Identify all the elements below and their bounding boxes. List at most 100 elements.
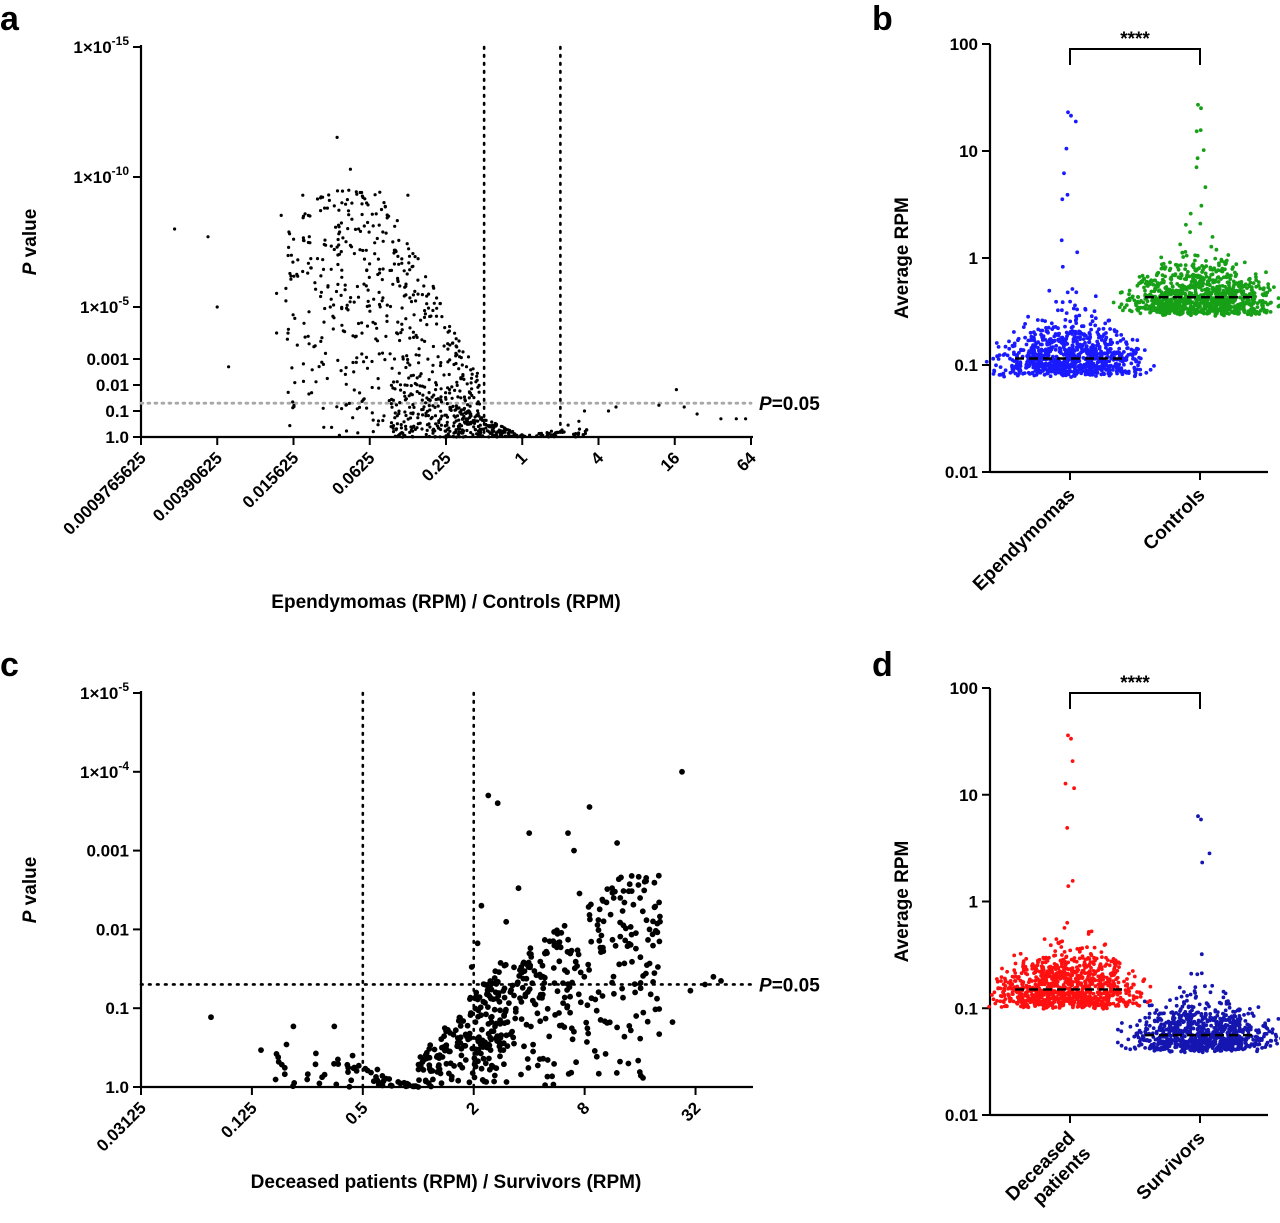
data-point xyxy=(397,238,401,242)
data-point xyxy=(1209,244,1214,249)
data-point xyxy=(482,1039,488,1046)
x-axis-label: Ependymomas (RPM) / Controls (RPM) xyxy=(271,592,620,613)
data-point xyxy=(347,188,351,192)
data-point xyxy=(1087,979,1092,984)
data-point xyxy=(630,901,637,908)
data-point xyxy=(377,352,381,356)
data-point xyxy=(565,936,571,943)
data-point xyxy=(340,407,344,411)
data-point xyxy=(1168,998,1172,1002)
data-point xyxy=(1095,370,1100,375)
data-point xyxy=(1079,350,1084,355)
data-point xyxy=(436,426,440,430)
data-point xyxy=(419,372,423,376)
data-point xyxy=(366,288,370,292)
data-point xyxy=(1023,335,1027,340)
data-point xyxy=(1073,119,1078,124)
data-point xyxy=(1075,341,1080,346)
data-point xyxy=(572,432,576,436)
category-label: Deceasedpatients xyxy=(1002,1128,1095,1221)
data-point xyxy=(1148,282,1152,287)
data-point xyxy=(471,419,475,423)
data-point xyxy=(404,413,408,418)
data-point xyxy=(1086,352,1091,357)
data-point xyxy=(996,986,1000,991)
data-point xyxy=(1188,211,1193,216)
data-point xyxy=(290,1023,297,1030)
data-point xyxy=(322,320,326,324)
data-point xyxy=(427,292,431,296)
data-point xyxy=(480,1044,486,1050)
data-point xyxy=(286,327,290,331)
data-point xyxy=(646,960,653,967)
data-point xyxy=(1227,287,1232,291)
data-point xyxy=(503,1079,510,1085)
data-point xyxy=(319,294,323,299)
data-point xyxy=(1277,303,1280,308)
data-point xyxy=(490,420,494,424)
data-point xyxy=(330,425,334,429)
data-point xyxy=(637,985,644,992)
data-point xyxy=(413,381,417,386)
data-point xyxy=(1167,287,1171,292)
data-point xyxy=(530,1048,536,1055)
data-point xyxy=(1127,292,1131,297)
data-point xyxy=(396,279,400,284)
y-axis-label: Average RPM xyxy=(892,197,913,319)
data-point xyxy=(1123,369,1128,373)
data-point xyxy=(1191,1005,1196,1009)
data-point xyxy=(1251,301,1256,306)
data-point xyxy=(1074,321,1079,325)
data-point xyxy=(1024,342,1029,347)
y-axis-label: Average RPM xyxy=(892,841,913,963)
data-point xyxy=(433,1054,440,1060)
data-point xyxy=(462,1031,469,1038)
data-point xyxy=(679,768,685,775)
data-point xyxy=(467,422,471,426)
data-point xyxy=(645,937,651,943)
data-point xyxy=(1103,321,1108,326)
data-point xyxy=(1077,367,1082,372)
data-point xyxy=(604,886,611,892)
x-tick-label: 0.00390625 xyxy=(149,448,226,525)
data-point xyxy=(475,402,479,406)
data-point xyxy=(467,996,473,1002)
data-point xyxy=(438,364,443,368)
data-point xyxy=(1194,129,1199,134)
data-point xyxy=(588,938,595,945)
data-point xyxy=(1175,282,1180,286)
data-point xyxy=(1101,1003,1105,1008)
data-point xyxy=(346,209,351,213)
data-point xyxy=(1039,360,1044,365)
data-point xyxy=(290,366,294,370)
data-point xyxy=(1104,955,1108,960)
data-point xyxy=(293,316,297,320)
data-point xyxy=(1056,337,1061,342)
data-point xyxy=(1003,344,1008,349)
data-point xyxy=(358,391,362,395)
data-point xyxy=(526,986,533,992)
data-point xyxy=(373,252,377,256)
data-point xyxy=(413,289,417,293)
data-point xyxy=(597,944,604,951)
data-point xyxy=(404,317,408,321)
data-point xyxy=(1061,957,1066,962)
data-point xyxy=(482,1060,489,1067)
data-point xyxy=(1092,962,1096,966)
y-tick-label: 0.1 xyxy=(954,999,978,1018)
data-point xyxy=(412,405,416,409)
data-point xyxy=(279,213,283,217)
data-point xyxy=(393,411,397,415)
data-point xyxy=(529,980,536,987)
data-point xyxy=(1077,980,1081,985)
data-point xyxy=(1060,335,1065,340)
data-point xyxy=(1088,990,1093,995)
data-point xyxy=(321,406,325,410)
data-point xyxy=(1142,285,1146,290)
data-point xyxy=(291,313,295,317)
data-point xyxy=(1080,975,1085,980)
data-point xyxy=(1089,929,1094,934)
data-point xyxy=(1065,980,1070,984)
data-point xyxy=(373,241,377,245)
